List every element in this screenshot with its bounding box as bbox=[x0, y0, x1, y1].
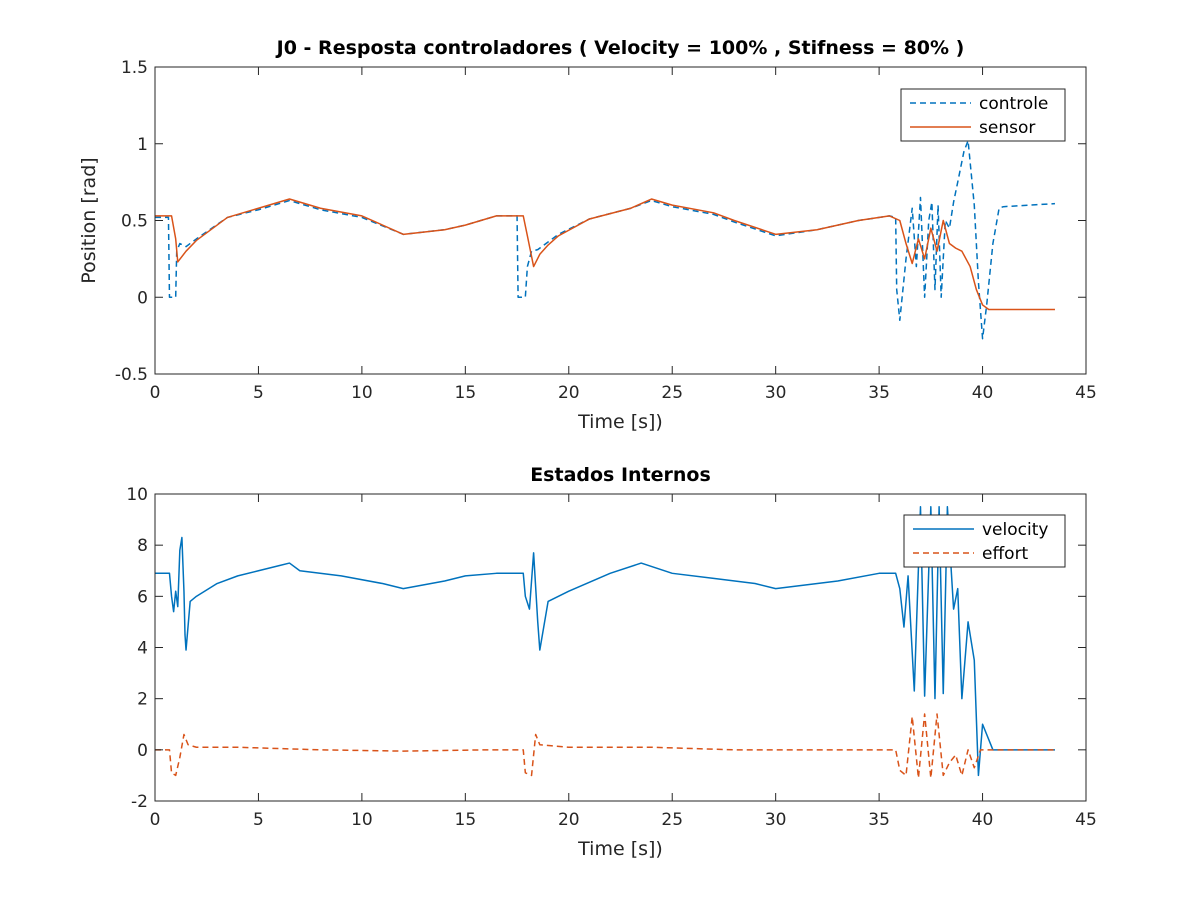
x-axis-label: Time [s]) bbox=[577, 411, 663, 433]
chart-title: Estados Internos bbox=[530, 464, 711, 486]
series-line-velocity bbox=[155, 506, 1055, 777]
legend-label-controle: controle bbox=[979, 94, 1048, 114]
x-tick-label: 5 bbox=[253, 810, 264, 830]
y-tick-label: 10 bbox=[126, 485, 148, 505]
legend-label-effort: effort bbox=[982, 544, 1029, 564]
x-tick-label: 10 bbox=[351, 810, 373, 830]
y-tick-label: 8 bbox=[137, 536, 148, 556]
y-axis-label: Position [rad] bbox=[78, 157, 100, 283]
y-tick-label: -2 bbox=[131, 792, 148, 812]
legend-label-sensor: sensor bbox=[979, 118, 1035, 138]
legend-box bbox=[900, 88, 1066, 142]
y-tick-label: 1.5 bbox=[121, 58, 148, 78]
x-tick-label: 20 bbox=[558, 810, 580, 830]
chart-position: 0 5 10 15 20 25 30 35 40 45-0.500.511.5J0 - Respo… bbox=[78, 37, 1097, 433]
legend: velocity effort bbox=[903, 514, 1066, 568]
x-tick-label: 0 bbox=[150, 810, 161, 830]
x-axis-label: Time [s]) bbox=[577, 838, 663, 860]
x-tick-label: 30 bbox=[765, 383, 787, 403]
y-tick-label: 2 bbox=[137, 690, 148, 710]
x-tick-label: 40 bbox=[972, 810, 994, 830]
y-tick-label: 0.5 bbox=[121, 212, 148, 232]
y-tick-label: 0 bbox=[137, 288, 148, 308]
series-line-sensor bbox=[155, 198, 1055, 311]
x-tick-label: 40 bbox=[972, 383, 994, 403]
legend-box bbox=[903, 514, 1066, 568]
x-tick-label: 35 bbox=[868, 810, 890, 830]
x-tick-label: 35 bbox=[868, 383, 890, 403]
legend-label-velocity: velocity bbox=[982, 520, 1048, 540]
x-tick-label: 20 bbox=[558, 383, 580, 403]
x-tick-label: 10 bbox=[351, 383, 373, 403]
x-tick-label: 45 bbox=[1075, 383, 1097, 403]
x-tick-label: 25 bbox=[661, 383, 683, 403]
y-tick-label: 4 bbox=[137, 639, 148, 659]
y-tick-label: -0.5 bbox=[115, 365, 148, 385]
y-tick-label: 1 bbox=[137, 135, 148, 155]
x-tick-label: 30 bbox=[765, 810, 787, 830]
chart-title: J0 - Resposta controladores ( Velocity =… bbox=[275, 37, 965, 59]
x-tick-label: 15 bbox=[455, 810, 477, 830]
y-tick-label: 0 bbox=[137, 741, 148, 761]
legend: controle sensor bbox=[900, 88, 1066, 142]
series-line-controle bbox=[155, 139, 1056, 340]
y-tick-label: 6 bbox=[137, 587, 148, 607]
x-tick-label: 0 bbox=[150, 383, 161, 403]
x-tick-label: 5 bbox=[253, 383, 264, 403]
x-tick-label: 45 bbox=[1075, 810, 1097, 830]
series-line-effort bbox=[155, 713, 1055, 779]
x-tick-label: 15 bbox=[455, 383, 477, 403]
x-tick-label: 25 bbox=[661, 810, 683, 830]
